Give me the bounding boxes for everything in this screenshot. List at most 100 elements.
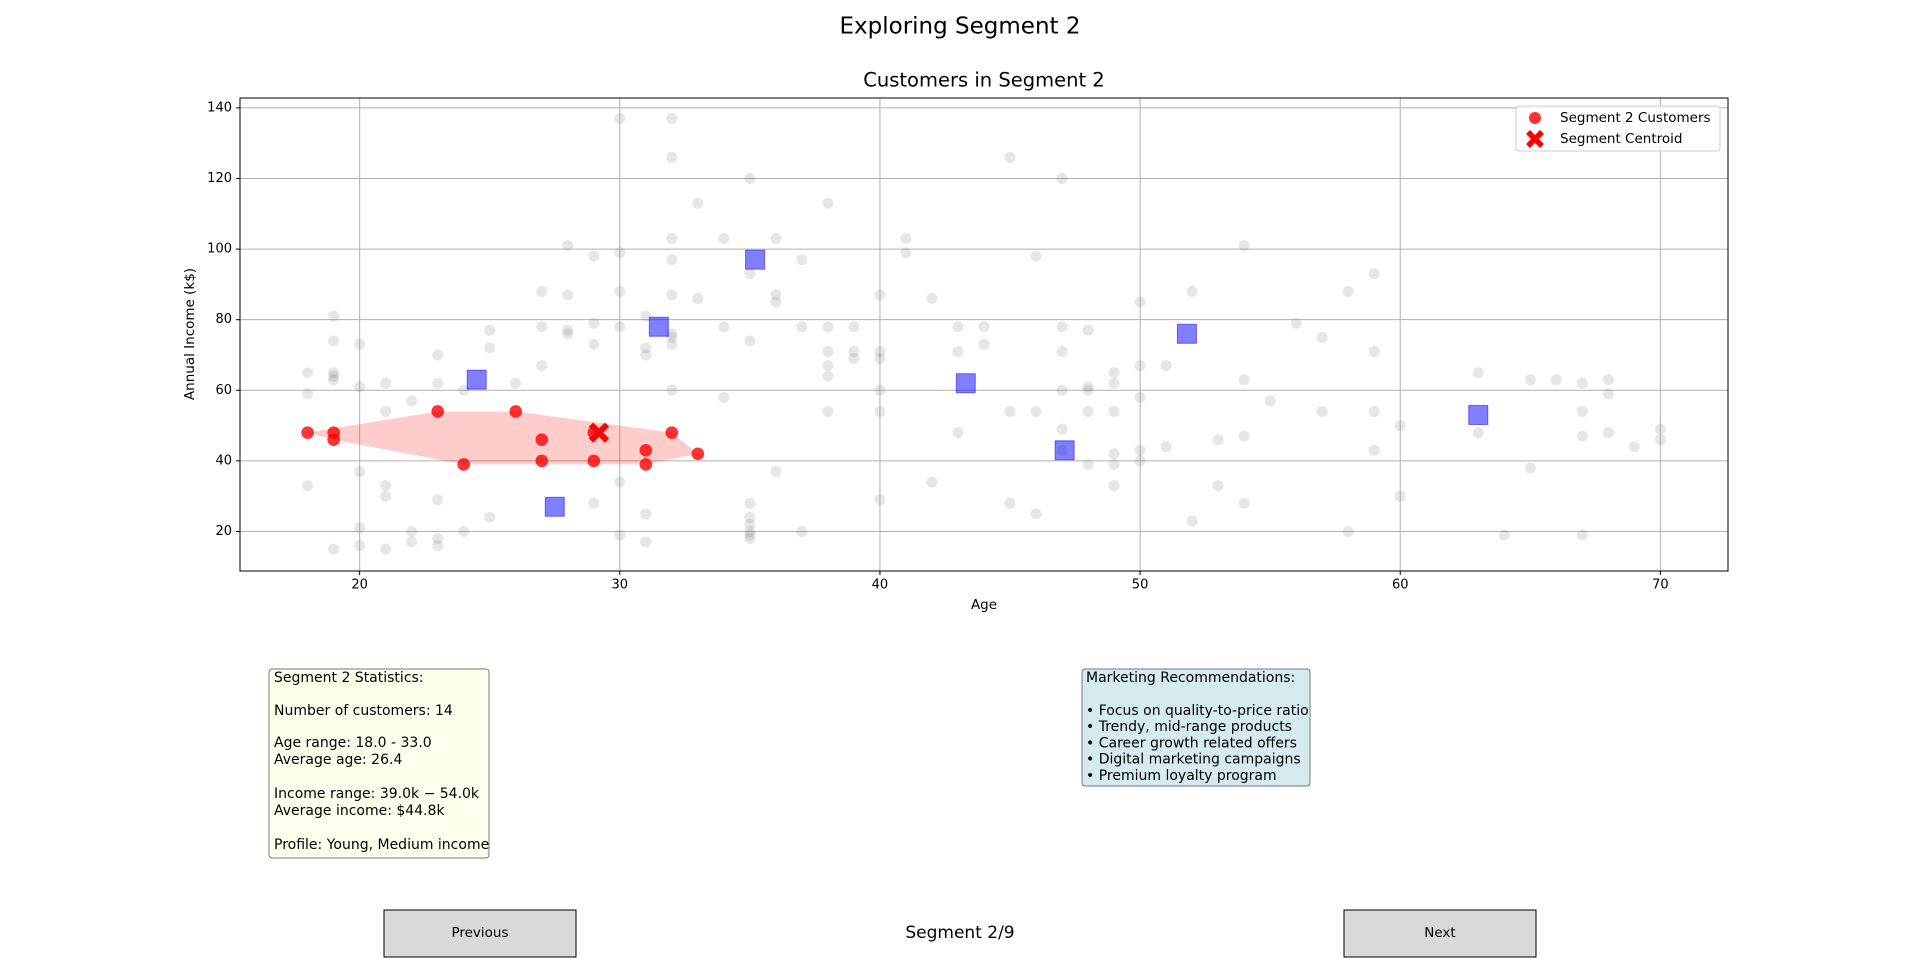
- x-tick-label: 50: [1132, 578, 1149, 593]
- background-point: [1082, 384, 1094, 396]
- background-point: [406, 395, 418, 407]
- background-point: [354, 540, 366, 552]
- background-point: [588, 250, 600, 262]
- background-point: [1342, 285, 1354, 297]
- background-point: [1212, 434, 1224, 446]
- other-centroid: [1176, 323, 1197, 344]
- background-point: [640, 536, 652, 548]
- background-point: [536, 360, 548, 372]
- background-point: [666, 254, 678, 266]
- background-point: [1394, 490, 1406, 502]
- background-point: [588, 497, 600, 509]
- other-centroid: [466, 369, 487, 390]
- background-point: [1368, 405, 1380, 417]
- background-point: [1602, 374, 1614, 386]
- background-point: [1082, 458, 1094, 470]
- background-point: [666, 384, 678, 396]
- background-point: [666, 331, 678, 343]
- background-point: [900, 232, 912, 244]
- background-point: [1342, 525, 1354, 537]
- background-point: [1524, 374, 1536, 386]
- background-point: [666, 232, 678, 244]
- background-point: [874, 353, 886, 365]
- background-point: [1394, 420, 1406, 432]
- background-point: [354, 522, 366, 534]
- button-label[interactable]: Previous: [451, 925, 508, 941]
- customer-point: [639, 443, 653, 457]
- background-point: [822, 345, 834, 357]
- background-point: [458, 384, 470, 396]
- background-point: [1134, 296, 1146, 308]
- background-point: [432, 540, 444, 552]
- customer-point: [301, 426, 314, 439]
- recommendations-title: Marketing Recommendations:: [1086, 670, 1295, 686]
- background-point: [666, 151, 678, 163]
- background-point: [484, 324, 496, 336]
- background-point: [1472, 367, 1484, 379]
- background-point: [328, 374, 340, 386]
- background-point: [562, 289, 574, 301]
- next-button[interactable]: Next: [1343, 909, 1537, 958]
- background-point: [1004, 497, 1016, 509]
- background-point: [978, 338, 990, 350]
- button-label[interactable]: Next: [1424, 925, 1455, 941]
- background-point: [718, 232, 730, 244]
- background-point: [1108, 367, 1120, 379]
- background-point: [302, 388, 314, 400]
- stats-line: Average income: $44.8k: [274, 803, 445, 819]
- background-point: [848, 321, 860, 333]
- background-point: [406, 536, 418, 548]
- background-point: [874, 384, 886, 396]
- stats-line: Number of customers: 14: [274, 703, 453, 719]
- y-axis-label: Annual Income (k$): [182, 268, 198, 400]
- figure-title: Exploring Segment 2: [840, 14, 1081, 40]
- centroid-marker: [588, 422, 610, 443]
- background-point: [1082, 324, 1094, 336]
- background-point: [1238, 430, 1250, 442]
- button-frame[interactable]: [1343, 909, 1537, 958]
- x-tick-label: 30: [612, 578, 629, 593]
- background-point: [692, 292, 704, 304]
- button-frame[interactable]: [383, 909, 577, 958]
- background-point: [1056, 345, 1068, 357]
- background-point: [1238, 374, 1250, 386]
- background-point: [926, 292, 938, 304]
- legend: Segment 2 Customers Segment Centroid: [1515, 105, 1721, 152]
- x-axis-label: Age: [971, 597, 997, 613]
- customer-point: [535, 454, 549, 468]
- background-point: [614, 112, 626, 124]
- background-point: [1576, 405, 1588, 417]
- background-point: [744, 533, 756, 545]
- background-point: [588, 317, 600, 329]
- background-point: [952, 427, 964, 439]
- background-point: [1576, 430, 1588, 442]
- background-point: [718, 391, 730, 403]
- background-point: [1186, 515, 1198, 527]
- background-point: [1368, 268, 1380, 280]
- background-point: [640, 508, 652, 520]
- background-point: [1160, 360, 1172, 372]
- background-point: [432, 494, 444, 506]
- background-point: [1316, 331, 1328, 343]
- background-point: [562, 240, 574, 252]
- previous-button[interactable]: Previous: [383, 909, 577, 958]
- background-point: [744, 268, 756, 280]
- background-point: [770, 232, 782, 244]
- recommendation-item: • Premium loyalty program: [1086, 768, 1277, 784]
- stats-line: Average age: 26.4: [274, 752, 402, 768]
- other-centroid: [1054, 440, 1075, 461]
- recommendation-item: • Digital marketing campaigns: [1086, 752, 1301, 768]
- y-tick-label: 60: [215, 383, 232, 398]
- background-point: [406, 525, 418, 537]
- background-point: [328, 370, 340, 382]
- background-point: [1212, 480, 1224, 492]
- background-point: [302, 367, 314, 379]
- segment-status: Segment 2/9: [905, 923, 1014, 943]
- background-point: [1108, 377, 1120, 389]
- legend-marker: [1529, 112, 1541, 124]
- x-tick-label: 60: [1392, 578, 1409, 593]
- background-point: [1056, 384, 1068, 396]
- background-point: [484, 342, 496, 354]
- background-point: [614, 529, 626, 541]
- background-point: [978, 321, 990, 333]
